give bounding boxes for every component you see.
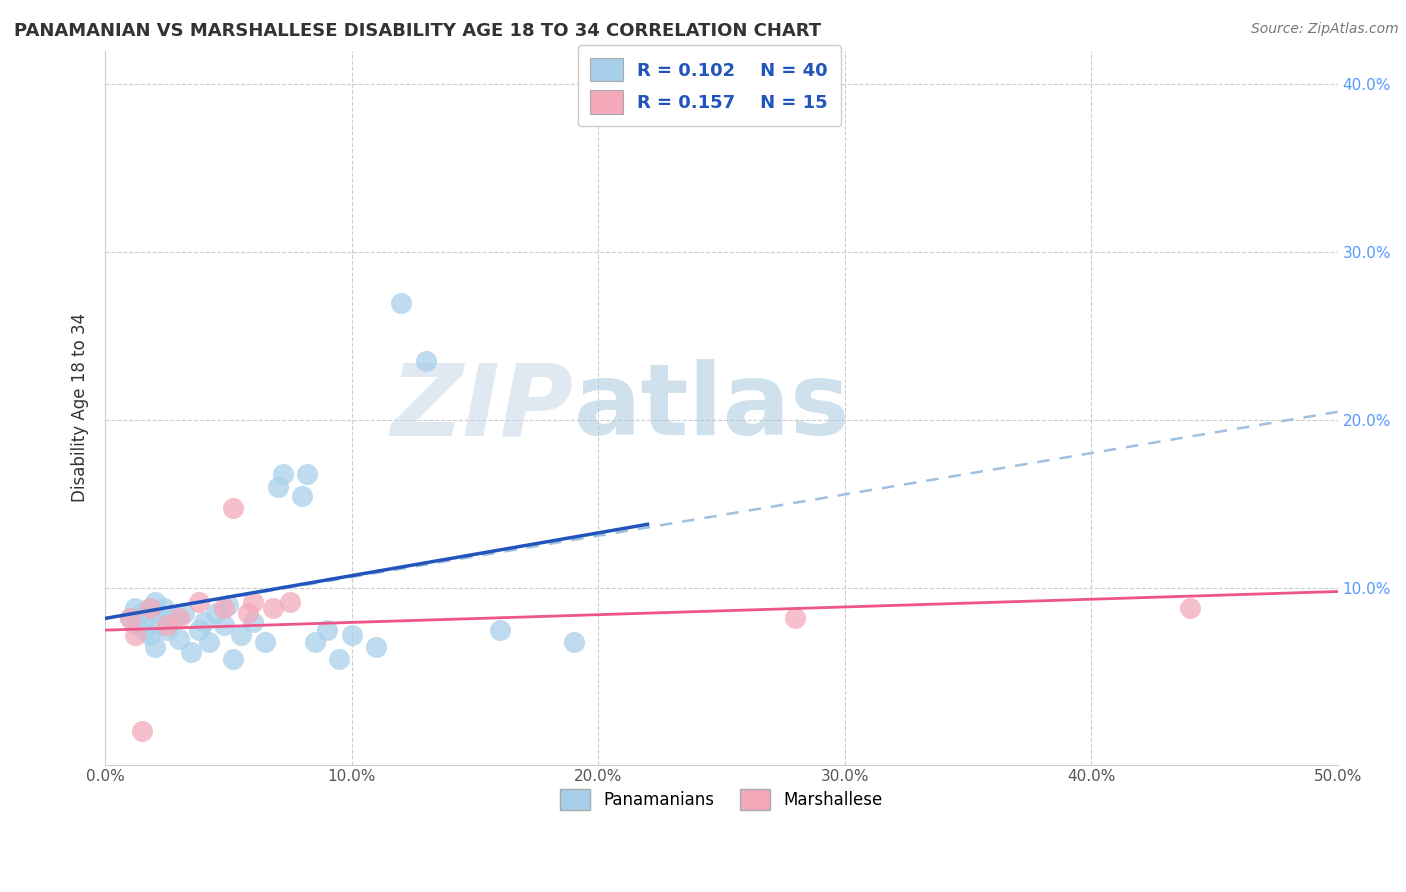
Point [118, 611, 141, 625]
Point [242, 594, 264, 608]
Point [193, 615, 215, 629]
Point [238, 607, 260, 621]
Text: Source: ZipAtlas.com: Source: ZipAtlas.com [1251, 22, 1399, 37]
Point [131, 723, 153, 738]
Point [124, 601, 146, 615]
Point [138, 601, 160, 615]
Point [242, 615, 264, 629]
Point [254, 635, 277, 649]
Point [291, 489, 314, 503]
Point [212, 601, 235, 615]
Point [785, 611, 807, 625]
Point [187, 623, 209, 637]
Legend: Panamanians, Marshallese: Panamanians, Marshallese [554, 782, 889, 817]
Point [278, 594, 301, 608]
Point [262, 601, 284, 615]
Point [229, 628, 252, 642]
Point [222, 500, 245, 515]
Point [1178, 601, 1201, 615]
Point [156, 618, 179, 632]
Point [366, 640, 388, 654]
Point [415, 354, 437, 368]
Point [212, 618, 235, 632]
Point [340, 628, 363, 642]
Point [143, 594, 166, 608]
Point [389, 295, 412, 310]
Point [138, 601, 160, 615]
Point [131, 607, 153, 621]
Point [197, 635, 219, 649]
Point [127, 618, 149, 632]
Point [217, 598, 239, 612]
Point [148, 618, 170, 632]
Point [167, 632, 190, 646]
Point [562, 635, 585, 649]
Point [271, 467, 294, 481]
Point [297, 467, 319, 481]
Text: atlas: atlas [574, 359, 851, 456]
Point [488, 623, 510, 637]
Y-axis label: Disability Age 18 to 34: Disability Age 18 to 34 [72, 313, 89, 502]
Point [187, 594, 209, 608]
Point [167, 611, 190, 625]
Point [124, 628, 146, 642]
Point [222, 651, 245, 665]
Point [267, 480, 290, 494]
Point [205, 607, 228, 621]
Point [134, 623, 156, 637]
Point [118, 611, 141, 625]
Point [153, 601, 176, 615]
Point [143, 607, 166, 621]
Point [173, 607, 195, 621]
Text: ZIP: ZIP [391, 359, 574, 456]
Point [138, 628, 160, 642]
Point [304, 635, 326, 649]
Point [316, 623, 339, 637]
Text: PANAMANIAN VS MARSHALLESE DISABILITY AGE 18 TO 34 CORRELATION CHART: PANAMANIAN VS MARSHALLESE DISABILITY AGE… [14, 22, 821, 40]
Point [328, 651, 350, 665]
Point [156, 623, 179, 637]
Point [143, 640, 166, 654]
Point [180, 645, 202, 659]
Point [163, 611, 186, 625]
